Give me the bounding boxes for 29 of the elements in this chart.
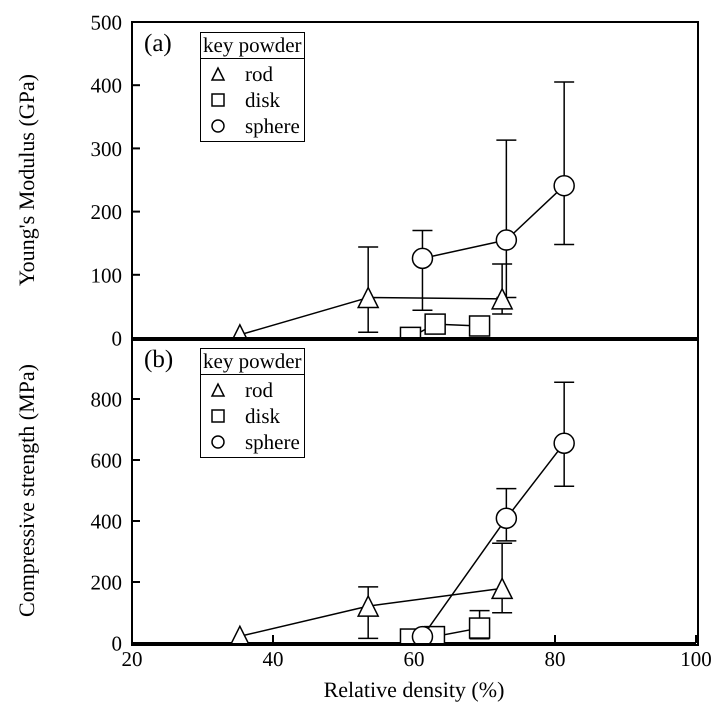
x-tick-label: 20 [122,646,142,671]
y-tick-label: 200 [90,570,122,594]
y-tick-label: 0 [112,326,122,350]
legend-label: rod [245,377,273,403]
y-tick-label: 300 [90,136,122,161]
x-axis-title: Relative density (%) [322,677,506,703]
x-tick-label: 60 [404,646,424,671]
legend-label: sphere [245,113,300,139]
legend-title: key powder [201,33,304,59]
y-axis-title: Compressive strength (MPa) [14,364,39,617]
legend-label: sphere [245,429,300,455]
y-tick-label: 500 [90,10,122,34]
y-tick-label: 400 [90,509,122,534]
legend-title: key powder [201,349,304,375]
annotation: (a) [144,30,172,58]
y-axis-title: Young's Modulus (GPa) [14,74,39,286]
y-tick-label: 400 [90,74,122,98]
legend-label: disk [245,403,280,429]
x-tick-label: 80 [544,646,566,671]
x-tick-label: 40 [262,646,284,671]
y-tick-label: 600 [90,448,122,472]
legend-label: disk [245,87,280,113]
y-tick-label: 100 [90,263,122,288]
y-tick-label: 0 [112,631,122,656]
annotation: (b) [144,346,174,374]
y-tick-label: 200 [90,200,122,224]
y-tick-label: 800 [90,387,122,412]
legend-label: rod [245,61,273,87]
x-tick-label: 100 [680,646,712,671]
